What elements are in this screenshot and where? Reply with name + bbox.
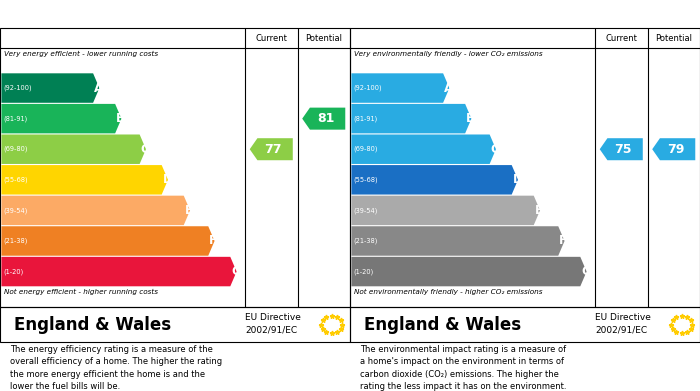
Text: (21-38): (21-38) [4, 238, 28, 244]
Polygon shape [351, 226, 564, 256]
Text: 79: 79 [667, 143, 685, 156]
Text: Environmental Impact (CO₂) Rating: Environmental Impact (CO₂) Rating [358, 7, 591, 21]
Text: Potential: Potential [655, 34, 692, 43]
Polygon shape [351, 196, 540, 225]
Text: EU Directive
2002/91/EC: EU Directive 2002/91/EC [595, 313, 651, 335]
Text: (92-100): (92-100) [4, 85, 32, 91]
Text: B: B [116, 112, 125, 125]
Text: (55-68): (55-68) [4, 177, 28, 183]
Text: C: C [490, 143, 499, 156]
Text: 77: 77 [265, 143, 282, 156]
Text: (1-20): (1-20) [354, 268, 374, 275]
Polygon shape [351, 135, 496, 164]
Text: 81: 81 [317, 112, 335, 125]
Polygon shape [302, 108, 345, 130]
Text: (69-80): (69-80) [354, 146, 378, 152]
Text: (39-54): (39-54) [354, 207, 378, 213]
Polygon shape [1, 226, 214, 256]
Text: G: G [231, 265, 241, 278]
Text: Current: Current [256, 34, 287, 43]
Text: England & Wales: England & Wales [14, 316, 171, 334]
Text: (39-54): (39-54) [4, 207, 28, 213]
Text: 75: 75 [615, 143, 632, 156]
Text: E: E [535, 204, 542, 217]
Text: EU Directive
2002/91/EC: EU Directive 2002/91/EC [245, 313, 301, 335]
Text: Not environmentally friendly - higher CO₂ emissions: Not environmentally friendly - higher CO… [354, 289, 542, 295]
Text: D: D [162, 173, 172, 186]
Text: C: C [140, 143, 149, 156]
Text: (92-100): (92-100) [354, 85, 382, 91]
Polygon shape [600, 138, 643, 160]
Polygon shape [1, 196, 190, 225]
Polygon shape [1, 104, 122, 133]
Polygon shape [351, 165, 518, 195]
Polygon shape [1, 165, 168, 195]
Polygon shape [351, 104, 472, 133]
Polygon shape [1, 257, 237, 286]
Text: F: F [559, 235, 567, 248]
Text: Not energy efficient - higher running costs: Not energy efficient - higher running co… [4, 289, 158, 295]
Text: (81-91): (81-91) [354, 115, 378, 122]
Text: Current: Current [606, 34, 637, 43]
Text: Very environmentally friendly - lower CO₂ emissions: Very environmentally friendly - lower CO… [354, 51, 542, 57]
Polygon shape [351, 257, 587, 286]
Text: B: B [466, 112, 475, 125]
Text: (1-20): (1-20) [4, 268, 24, 275]
Polygon shape [351, 74, 449, 103]
Text: A: A [94, 82, 103, 95]
Text: England & Wales: England & Wales [364, 316, 521, 334]
Text: G: G [581, 265, 591, 278]
Text: Very energy efficient - lower running costs: Very energy efficient - lower running co… [4, 51, 158, 57]
Text: (81-91): (81-91) [4, 115, 28, 122]
Text: F: F [209, 235, 217, 248]
Text: Energy Efficiency Rating: Energy Efficiency Rating [8, 7, 172, 21]
Polygon shape [1, 135, 146, 164]
Text: (21-38): (21-38) [354, 238, 378, 244]
Text: A: A [444, 82, 453, 95]
Text: The energy efficiency rating is a measure of the
overall efficiency of a home. T: The energy efficiency rating is a measur… [10, 344, 223, 391]
Text: E: E [184, 204, 192, 217]
Text: (69-80): (69-80) [4, 146, 28, 152]
Text: (55-68): (55-68) [354, 177, 378, 183]
Polygon shape [652, 138, 695, 160]
Text: D: D [512, 173, 522, 186]
Polygon shape [1, 74, 99, 103]
Text: The environmental impact rating is a measure of
a home's impact on the environme: The environmental impact rating is a mea… [360, 344, 567, 391]
Polygon shape [250, 138, 293, 160]
Text: Potential: Potential [305, 34, 342, 43]
